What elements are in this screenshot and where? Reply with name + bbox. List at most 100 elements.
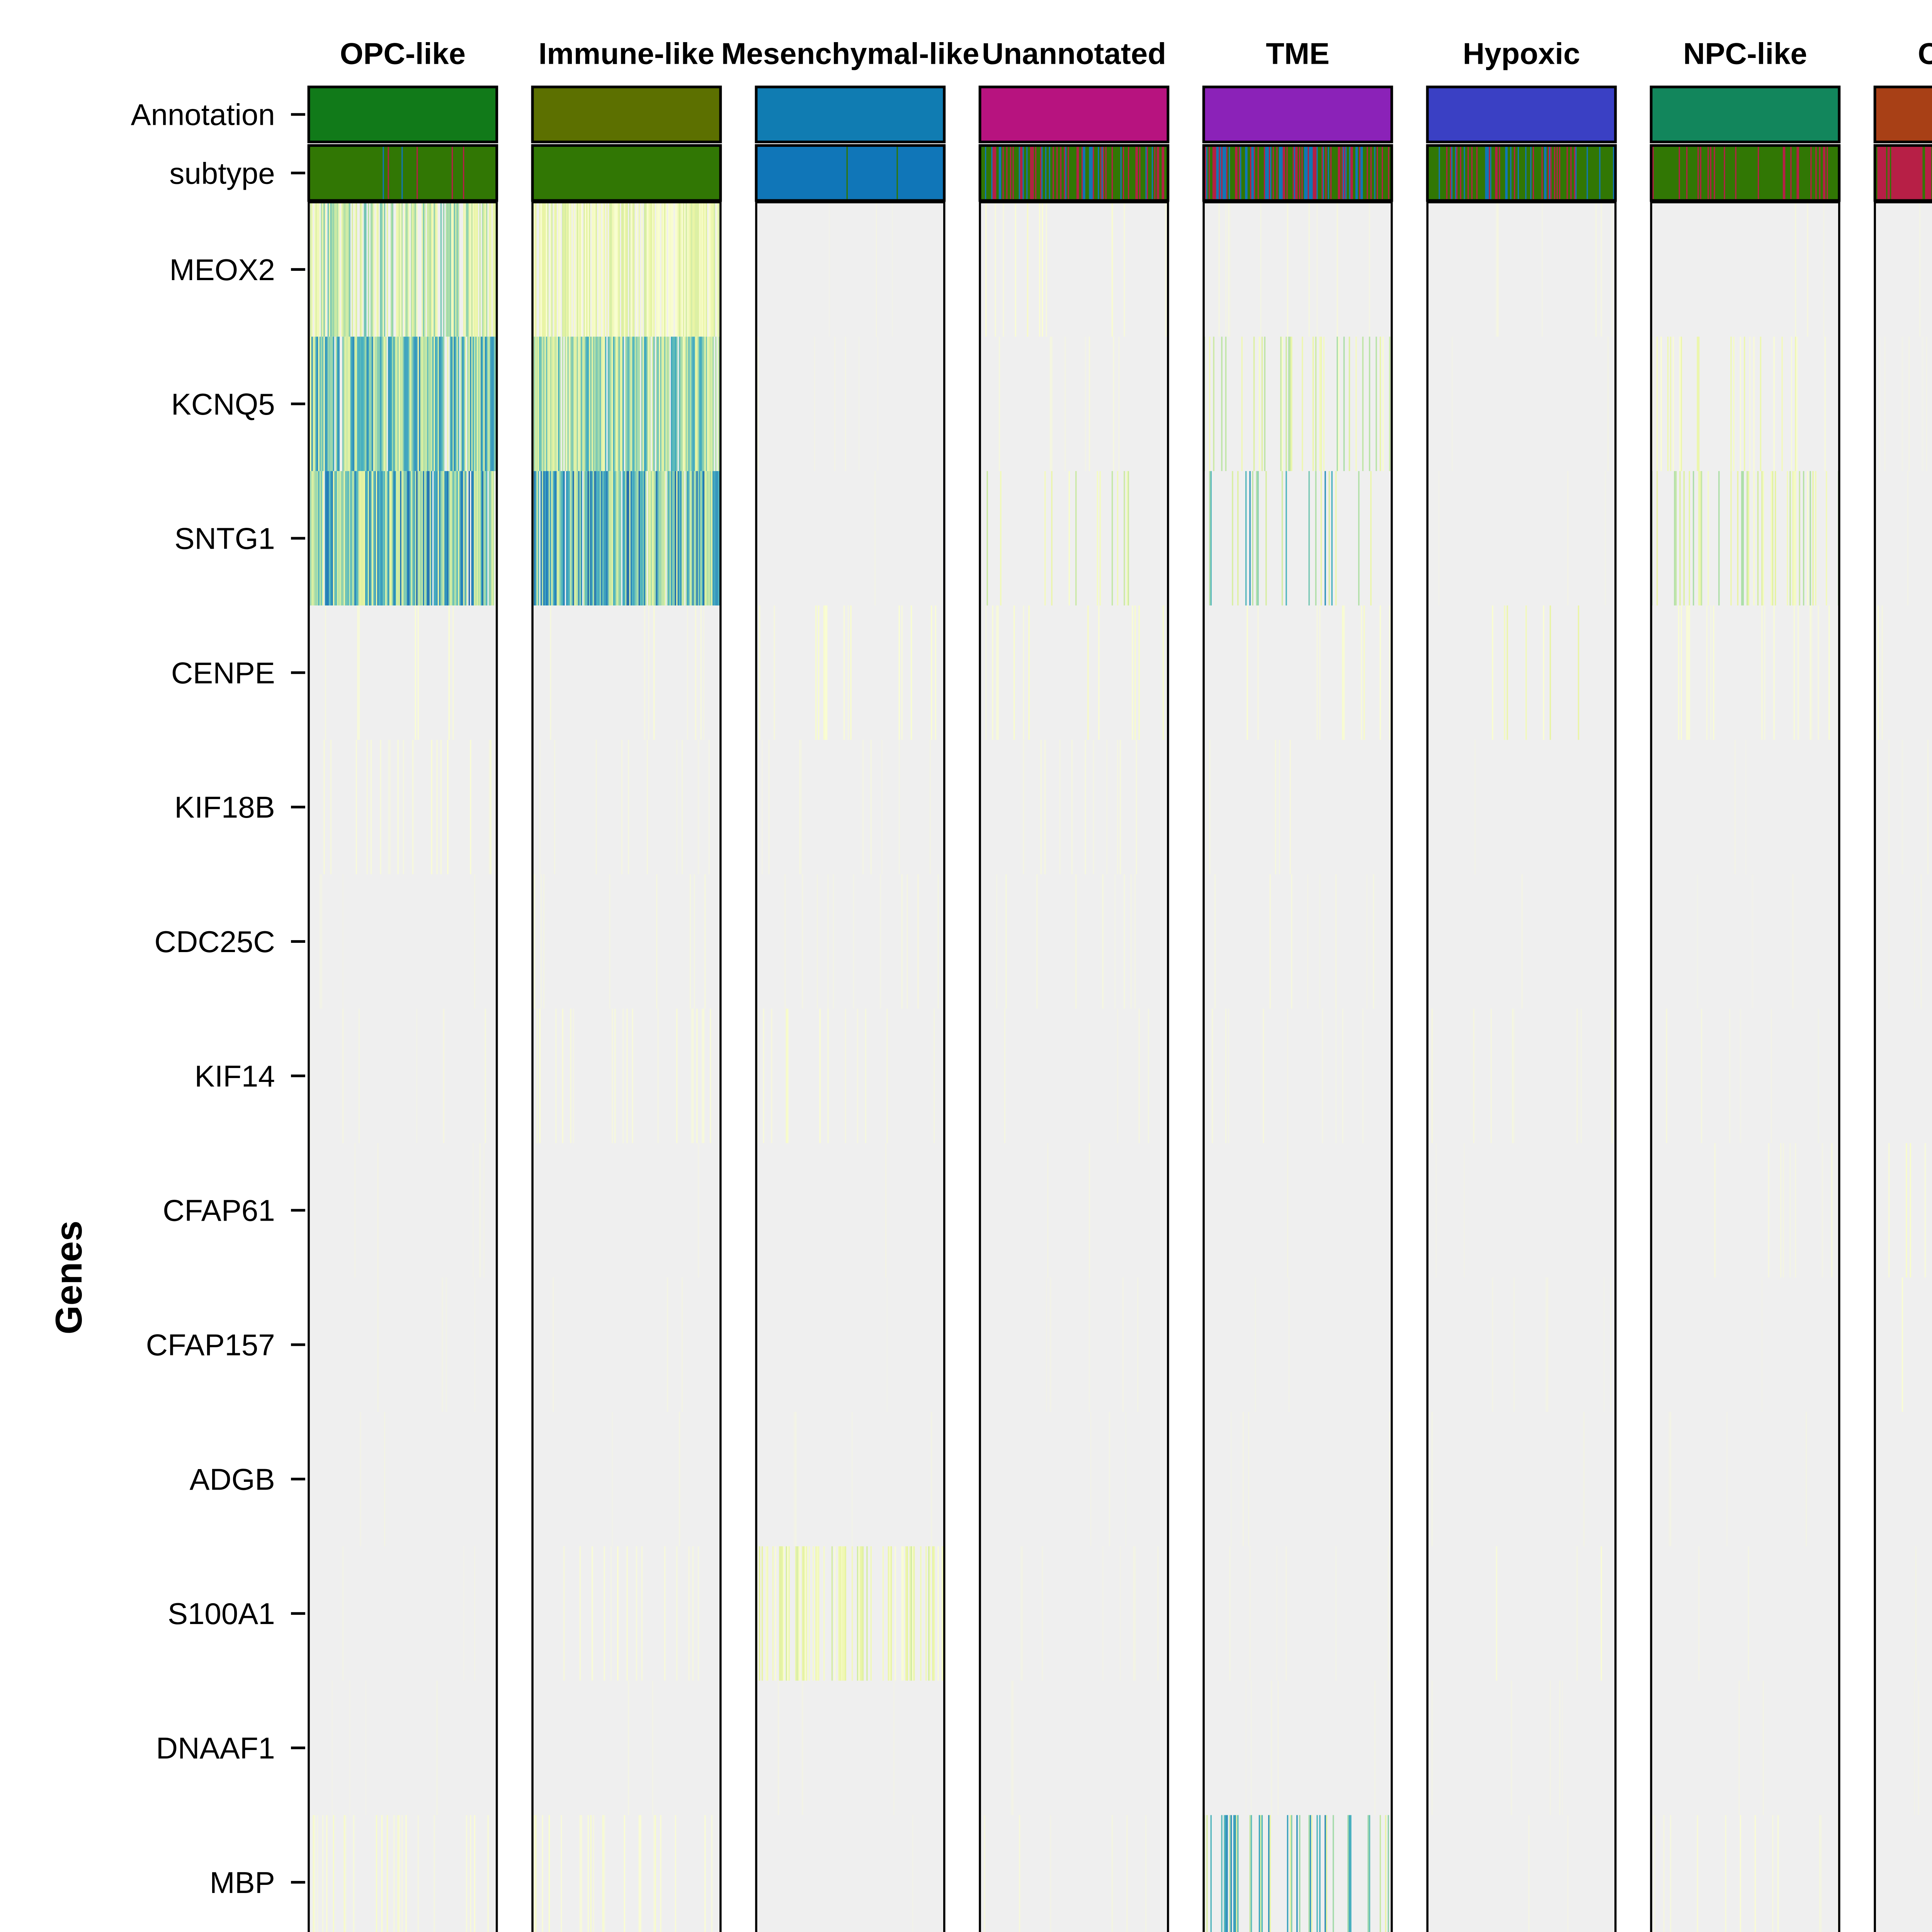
- heatmap-cell: [892, 202, 893, 337]
- heatmap-cell: [365, 202, 367, 337]
- heatmap-cell: [1343, 605, 1345, 740]
- heatmap-cell: [699, 471, 701, 605]
- heatmap-cell: [401, 337, 403, 471]
- heatmap-cell: [540, 337, 542, 471]
- heatmap-cell: [1789, 1143, 1791, 1278]
- subtype-segment: [1544, 145, 1546, 201]
- heatmap-cell: [1878, 605, 1879, 740]
- heatmap-cell: [1256, 471, 1258, 605]
- heatmap-cell: [986, 471, 988, 605]
- heatmap-cell: [800, 740, 802, 874]
- heatmap-cell: [575, 337, 577, 471]
- heatmap-cell: [315, 471, 317, 605]
- heatmap-cell: [478, 471, 480, 605]
- heatmap-cell: [483, 471, 485, 605]
- heatmap-cell: [1021, 1546, 1023, 1681]
- heatmap-cell: [415, 337, 417, 471]
- heatmap-cell: [318, 337, 320, 471]
- subtype-segment: [1105, 145, 1107, 201]
- heatmap-cell: [474, 874, 476, 1009]
- heatmap-cell: [342, 1546, 344, 1681]
- subtype-segment: [1587, 145, 1588, 201]
- subtype-segment: [1219, 145, 1220, 201]
- heatmap-cell: [405, 471, 407, 605]
- heatmap-cell: [411, 202, 412, 337]
- heatmap-cell: [1507, 605, 1508, 740]
- heatmap-cell: [400, 202, 401, 337]
- heatmap-cell: [332, 337, 333, 471]
- heatmap-cell: [581, 202, 582, 337]
- heatmap-cell: [539, 1009, 541, 1143]
- heatmap-cell: [695, 471, 697, 605]
- heatmap-cell: [380, 202, 381, 337]
- heatmap-cell: [681, 471, 683, 605]
- heatmap-cell: [397, 202, 399, 337]
- heatmap-cell: [660, 1815, 662, 1932]
- heatmap-cell: [473, 337, 474, 471]
- heatmap-cell: [535, 337, 537, 471]
- heatmap-cell: [613, 471, 615, 605]
- heatmap-cell: [311, 202, 313, 337]
- subtype-bar: [1204, 145, 1392, 201]
- heatmap-cell: [415, 471, 417, 605]
- heatmap-cell: [1218, 202, 1220, 337]
- heatmap-cell: [593, 202, 594, 337]
- heatmap-cell: [653, 1815, 655, 1932]
- subtype-segment: [1315, 145, 1317, 201]
- subtype-segment: [1342, 145, 1343, 201]
- heatmap-cell: [428, 337, 430, 471]
- heatmap-cell: [536, 337, 538, 471]
- heatmap-cell: [362, 337, 364, 471]
- heatmap-cell: [1773, 337, 1775, 471]
- cluster-title: TME: [1266, 36, 1330, 70]
- heatmap-cell: [1918, 1680, 1919, 1815]
- heatmap-cell: [1497, 202, 1499, 337]
- heatmap-cell: [393, 337, 395, 471]
- heatmap-cell: [1224, 1815, 1225, 1932]
- heatmap-cell: [537, 471, 539, 605]
- gene-label: KIF14: [194, 1059, 275, 1093]
- subtype-segment: [1217, 145, 1219, 201]
- heatmap-cell: [381, 1815, 383, 1932]
- heatmap-cell: [702, 337, 703, 471]
- subtype-segment: [1343, 145, 1344, 201]
- heatmap-cell: [902, 1546, 904, 1681]
- heatmap-cell: [589, 337, 590, 471]
- heatmap-cell: [1888, 874, 1890, 1009]
- heatmap-cell: [901, 605, 903, 740]
- heatmap-cell: [1795, 202, 1796, 337]
- heatmap-cell: [1389, 1412, 1391, 1546]
- heatmap-cell: [326, 337, 328, 471]
- heatmap-cell: [652, 471, 653, 605]
- heatmap-cell: [664, 1546, 666, 1681]
- heatmap-cell: [877, 337, 879, 471]
- heatmap-cell: [996, 874, 998, 1009]
- heatmap-cell: [480, 337, 482, 471]
- heatmap-cell: [1706, 605, 1708, 740]
- heatmap-cell: [581, 471, 582, 605]
- subtype-segment: [1276, 145, 1278, 201]
- heatmap-cell: [562, 1009, 563, 1143]
- heatmap-cell: [468, 471, 470, 605]
- heatmap-cell: [610, 337, 612, 471]
- heatmap-cell: [570, 337, 571, 471]
- heatmap-cell: [374, 337, 376, 471]
- heatmap-cell: [475, 202, 477, 337]
- heatmap-cell: [702, 471, 703, 605]
- heatmap-cell: [483, 1143, 485, 1278]
- heatmap-cell: [694, 202, 695, 337]
- heatmap-cell: [439, 471, 440, 605]
- annotation-bar: [978, 85, 1170, 143]
- heatmap-cell: [1828, 605, 1830, 740]
- subtype-segment: [1000, 145, 1002, 201]
- heatmap-cell: [808, 1546, 810, 1681]
- heatmap-cell: [1323, 337, 1325, 471]
- heatmap-cell: [667, 1277, 668, 1412]
- heatmap-cell: [1268, 1815, 1270, 1932]
- heatmap-cell: [1815, 471, 1816, 605]
- heatmap-cell: [377, 1143, 379, 1278]
- heatmap-cell: [1242, 1412, 1244, 1546]
- heatmap-cell: [1578, 605, 1579, 740]
- heatmap-cell: [593, 471, 594, 605]
- heatmap-cell: [486, 202, 488, 337]
